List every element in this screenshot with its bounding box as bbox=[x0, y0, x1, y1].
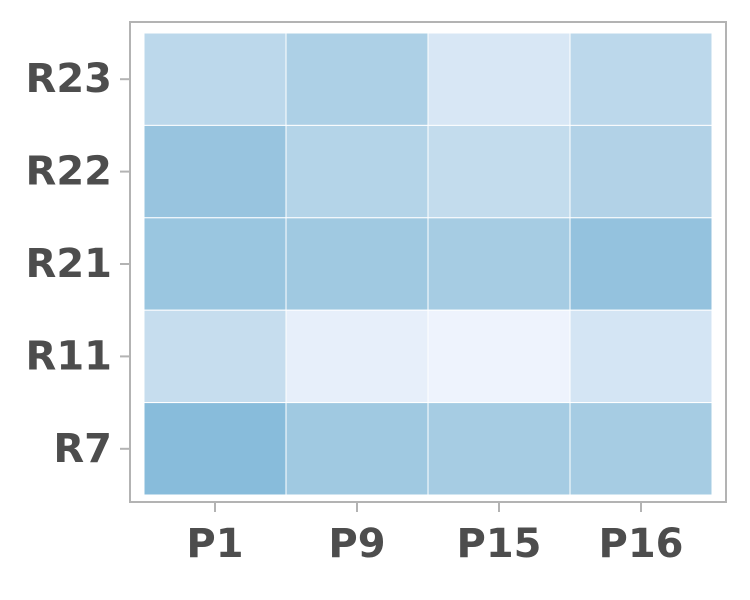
heatmap-cell-r11-p9 bbox=[285, 309, 429, 404]
heatmap-cell-r7-p15 bbox=[427, 402, 571, 496]
heatmap-cell-r22-p1 bbox=[143, 124, 287, 219]
heatmap-cell-r21-p15 bbox=[427, 217, 571, 311]
heatmap-cell-r21-p16 bbox=[569, 217, 713, 311]
heatmap-cell-r22-p16 bbox=[569, 124, 713, 219]
heatmap-cell-r7-p1 bbox=[143, 402, 287, 496]
heatmap-cell-r22-p9 bbox=[285, 124, 429, 219]
heatmap-cells bbox=[143, 32, 713, 496]
heatmap-cell-r23-p9 bbox=[285, 32, 429, 126]
heatmap-cell-r21-p9 bbox=[285, 217, 429, 311]
y-tick-label-r21: R21 bbox=[26, 241, 112, 287]
x-tick-label-p9: P9 bbox=[328, 521, 385, 567]
heatmap-cell-r23-p1 bbox=[143, 32, 287, 126]
heatmap-cell-r11-p1 bbox=[143, 309, 287, 404]
y-tick-label-r23: R23 bbox=[26, 56, 112, 102]
heatmap-cell-r11-p15 bbox=[427, 309, 571, 404]
y-axis-tick-labels: R23 R22 R21 R11 R7 bbox=[26, 56, 112, 472]
heatmap-cell-r11-p16 bbox=[569, 309, 713, 404]
x-tick-label-p15: P15 bbox=[457, 521, 542, 567]
heatmap-cell-r21-p1 bbox=[143, 217, 287, 311]
axis-ticks bbox=[120, 78, 642, 512]
y-tick-label-r11: R11 bbox=[26, 333, 112, 379]
y-tick-label-r22: R22 bbox=[26, 149, 112, 195]
heatmap-cell-r22-p15 bbox=[427, 124, 571, 219]
heatmap-cell-r7-p16 bbox=[569, 402, 713, 496]
y-tick-label-r7: R7 bbox=[53, 426, 112, 472]
x-tick-label-p16: P16 bbox=[599, 521, 684, 567]
x-tick-label-p1: P1 bbox=[186, 521, 243, 567]
heatmap-cell-r23-p16 bbox=[569, 32, 713, 126]
heatmap-cell-r23-p15 bbox=[427, 32, 571, 126]
heatmap-cell-r7-p9 bbox=[285, 402, 429, 496]
x-axis-tick-labels: P1 P9 P15 P16 bbox=[186, 521, 683, 567]
